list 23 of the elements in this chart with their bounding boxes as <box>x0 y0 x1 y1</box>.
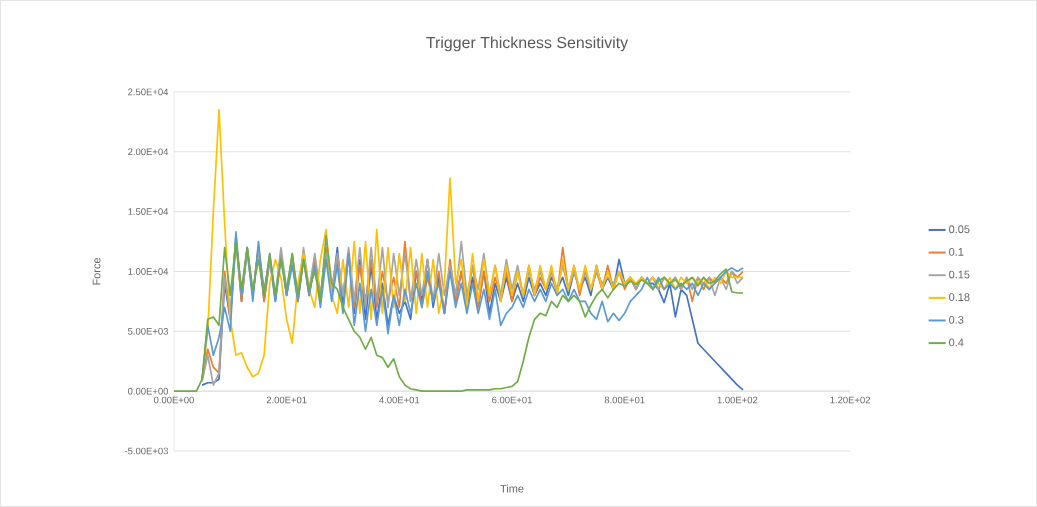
legend-label: 0.3 <box>949 315 964 324</box>
y-tick-label: -5.00E+03 <box>124 447 168 455</box>
x-tick-label: 2.00E+01 <box>266 396 307 404</box>
legend-label: 0.15 <box>949 270 970 279</box>
legend-label: 0.4 <box>949 338 964 347</box>
x-tick-label: 4.00E+01 <box>379 396 420 404</box>
y-tick-label: 2.50E+04 <box>128 88 169 96</box>
y-tick-label: 2.00E+04 <box>128 148 169 156</box>
x-tick-label: 1.00E+02 <box>717 396 758 404</box>
x-axis-title: Time <box>500 484 524 493</box>
y-tick-label: 5.00E+03 <box>127 327 168 335</box>
x-tick-label: 0.00E+00 <box>153 396 194 404</box>
y-tick-label: 0.00E+00 <box>127 387 169 395</box>
legend-label: 0.05 <box>949 225 970 234</box>
legend-label: 0.18 <box>949 293 970 302</box>
y-tick-label: 1.50E+04 <box>128 208 169 215</box>
y-axis-title: Force <box>92 257 101 285</box>
x-tick-label: 1.20E+02 <box>830 396 870 404</box>
x-tick-label: 8.00E+01 <box>604 396 645 404</box>
y-tick-label: 1.00E+04 <box>128 268 169 275</box>
legend-label: 0.1 <box>949 248 964 256</box>
chart-title: Trigger Thickness Sensitivity <box>426 36 629 52</box>
x-tick-label: 6.00E+01 <box>492 396 532 404</box>
